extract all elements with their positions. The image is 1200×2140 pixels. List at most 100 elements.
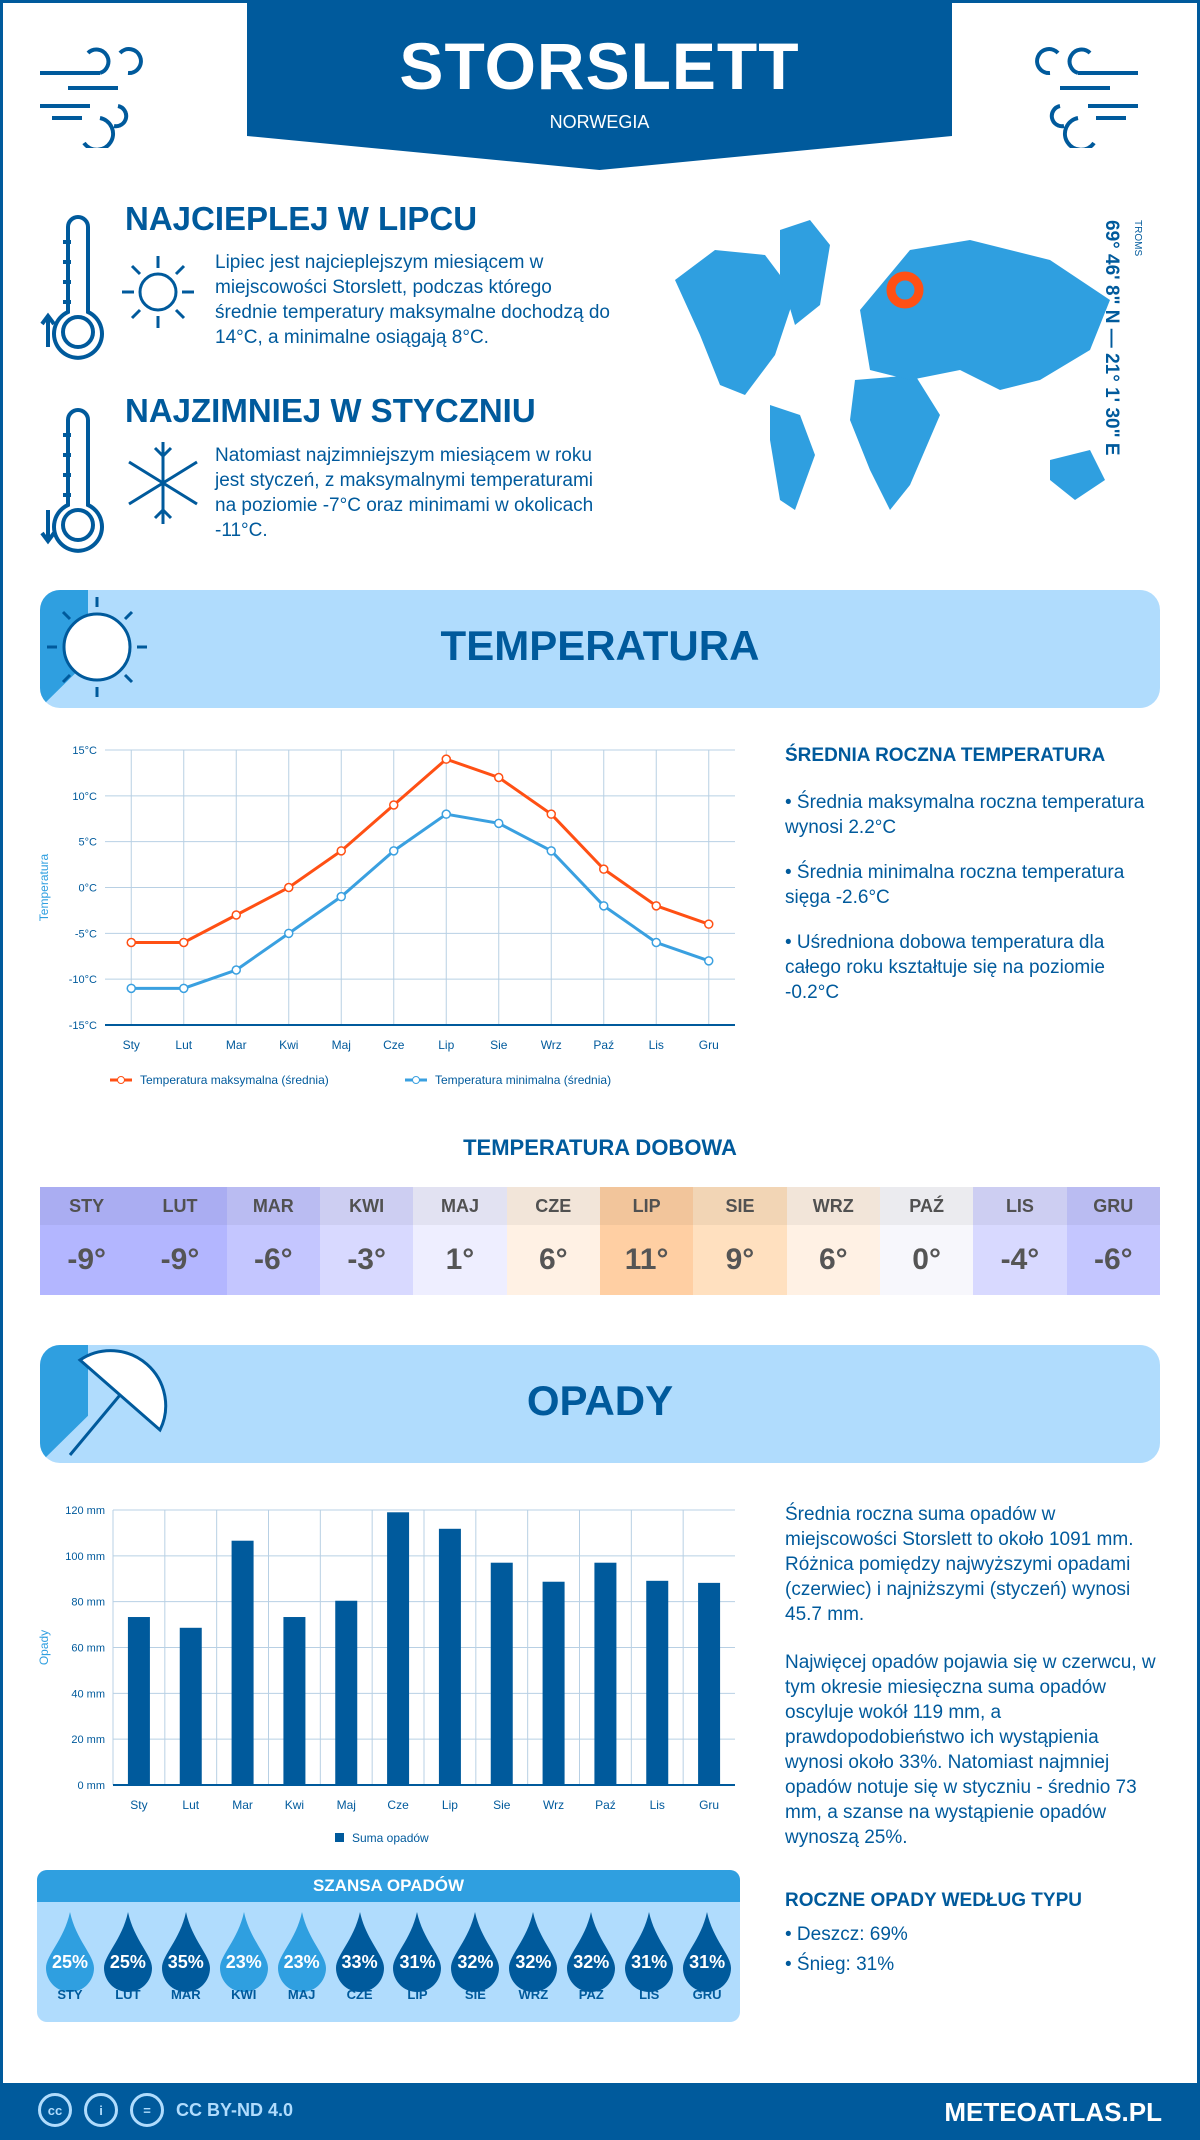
x-tick-label: Lut (182, 1798, 199, 1812)
brand-link[interactable]: METEOATLAS.PL (944, 2097, 1162, 2127)
x-tick-label: Maj (337, 1798, 356, 1812)
temperature-chart: -15°C -10°C -5°C 0°C 5°C 10°C 15°C Sty Lut Mar Kwi… (37, 745, 735, 1087)
wind-icon (40, 47, 143, 148)
precip-chance-drop: 35% MAR (157, 1902, 215, 2002)
raindrop-icon (567, 1912, 616, 1992)
chance-month: MAR (171, 1987, 201, 2002)
raindrop-icon (451, 1912, 500, 1992)
y-tick-label: 0 mm (78, 1780, 106, 1792)
y-tick-label: 15°C (72, 745, 97, 757)
series-line (131, 812, 710, 990)
x-tick-label: Lut (175, 1038, 192, 1052)
daily-month-header: LIS (973, 1187, 1067, 1225)
daily-month-header: STY (40, 1187, 134, 1225)
temp-bullet: • Średnia minimalna roczna temperatura s… (785, 862, 1125, 908)
precip-section-title: OPADY (526, 1377, 674, 1424)
daily-temp-value: 11° (599, 1225, 694, 1295)
cc-icon: cc (38, 2093, 72, 2127)
daily-month-header: MAJ (413, 1187, 507, 1225)
daily-month-header: LUT (133, 1187, 227, 1225)
legend-swatch (335, 1833, 344, 1842)
world-map (675, 220, 1110, 510)
precip-chance-drop: 32% SIE (446, 1902, 504, 2002)
region-label: TROMS (1132, 220, 1143, 257)
chance-value: 31% (631, 1952, 668, 1972)
data-point (441, 754, 451, 764)
chance-value: 31% (399, 1952, 436, 1972)
data-point (336, 891, 346, 902)
precip-chance-drop: 25% STY (41, 1902, 99, 2002)
temperature-section-title: TEMPERATURA (440, 622, 760, 669)
x-tick-label: Cze (387, 1798, 409, 1812)
bar (127, 1617, 150, 1785)
daily-temp-value: -9° (40, 1225, 134, 1295)
data-point (441, 809, 451, 819)
y-tick-label: -10°C (69, 974, 97, 986)
data-point (126, 983, 136, 994)
y-tick-label: 40 mm (71, 1688, 105, 1700)
data-point (599, 901, 609, 911)
x-tick-label: Lis (649, 1038, 664, 1052)
x-tick-label: Sty (130, 1798, 147, 1812)
data-point (179, 983, 189, 994)
data-point (231, 965, 241, 975)
data-point (179, 937, 189, 948)
daily-temp-value: -4° (973, 1225, 1067, 1295)
raindrop-icon (625, 1912, 674, 1992)
y-tick-label: 60 mm (71, 1643, 105, 1655)
bar (490, 1562, 513, 1785)
x-tick-label: Kwi (285, 1798, 304, 1812)
data-point (546, 809, 556, 819)
location-marker-icon (886, 271, 924, 309)
legend-label: Temperatura minimalna (średnia) (435, 1073, 611, 1087)
data-point (651, 937, 661, 948)
raindrop-icon (161, 1912, 210, 1992)
y-tick-label: 0°C (79, 883, 98, 895)
raindrop-icon (219, 1912, 268, 1992)
raindrop-icon (103, 1912, 152, 1992)
temperature-header-band (40, 590, 1160, 708)
x-tick-label: Lip (442, 1798, 458, 1812)
chance-month: SIE (464, 1987, 486, 2002)
chance-month: GRU (692, 1987, 722, 2002)
chance-value: 25% (51, 1952, 88, 1972)
daily-month-header: LIP (599, 1187, 694, 1225)
by-icon: i (84, 2093, 118, 2127)
daily-month-header: MAR (226, 1187, 320, 1225)
x-tick-label: Cze (383, 1038, 405, 1052)
precip-chance-panel: SZANSA OPADÓW 25% STY 25% LUT 35% MAR 23% KWI 23… (37, 1870, 740, 2022)
chance-month: LIS (639, 1987, 660, 2002)
y-tick-label: -5°C (75, 928, 97, 940)
snowflake-icon (128, 442, 198, 524)
chance-month: WRZ (518, 1987, 549, 2002)
chance-month: LIP (407, 1987, 428, 2002)
data-point (336, 846, 346, 856)
precip-text: Średnia roczna suma opadów w miejscowośc… (785, 1504, 1134, 1625)
bar (594, 1562, 617, 1785)
daily-temp-value: 1° (413, 1225, 507, 1295)
y-tick-label: 80 mm (71, 1597, 105, 1609)
chance-month: MAJ (287, 1987, 316, 2002)
legend-label: Temperatura maksymalna (średnia) (140, 1073, 329, 1087)
y-axis-label: Opady (37, 1630, 51, 1665)
raindrop-icon (393, 1912, 442, 1992)
x-tick-label: Mar (232, 1798, 253, 1812)
data-point (126, 937, 136, 948)
y-axis-label: Temperatura (37, 853, 51, 921)
daily-temp-value: -6° (226, 1225, 320, 1295)
data-point (389, 800, 399, 810)
x-tick-label: Paź (593, 1038, 614, 1052)
precip-chance-drop: 23% MAJ (273, 1902, 331, 2002)
bar (231, 1540, 254, 1785)
data-point (284, 882, 294, 893)
temp-bullet: • Uśredniona dobowa temperatura dla całe… (785, 932, 1106, 1003)
thermometer-up-icon (40, 214, 104, 360)
precip-header-band (40, 1345, 1160, 1463)
data-point (389, 846, 399, 856)
header-banner (247, 0, 952, 170)
daily-temp-value: 0° (879, 1225, 974, 1295)
chance-month: LUT (115, 1987, 141, 2002)
chance-month: STY (57, 1987, 83, 2002)
bar (698, 1582, 721, 1785)
legend-label: Suma opadów (352, 1831, 429, 1845)
